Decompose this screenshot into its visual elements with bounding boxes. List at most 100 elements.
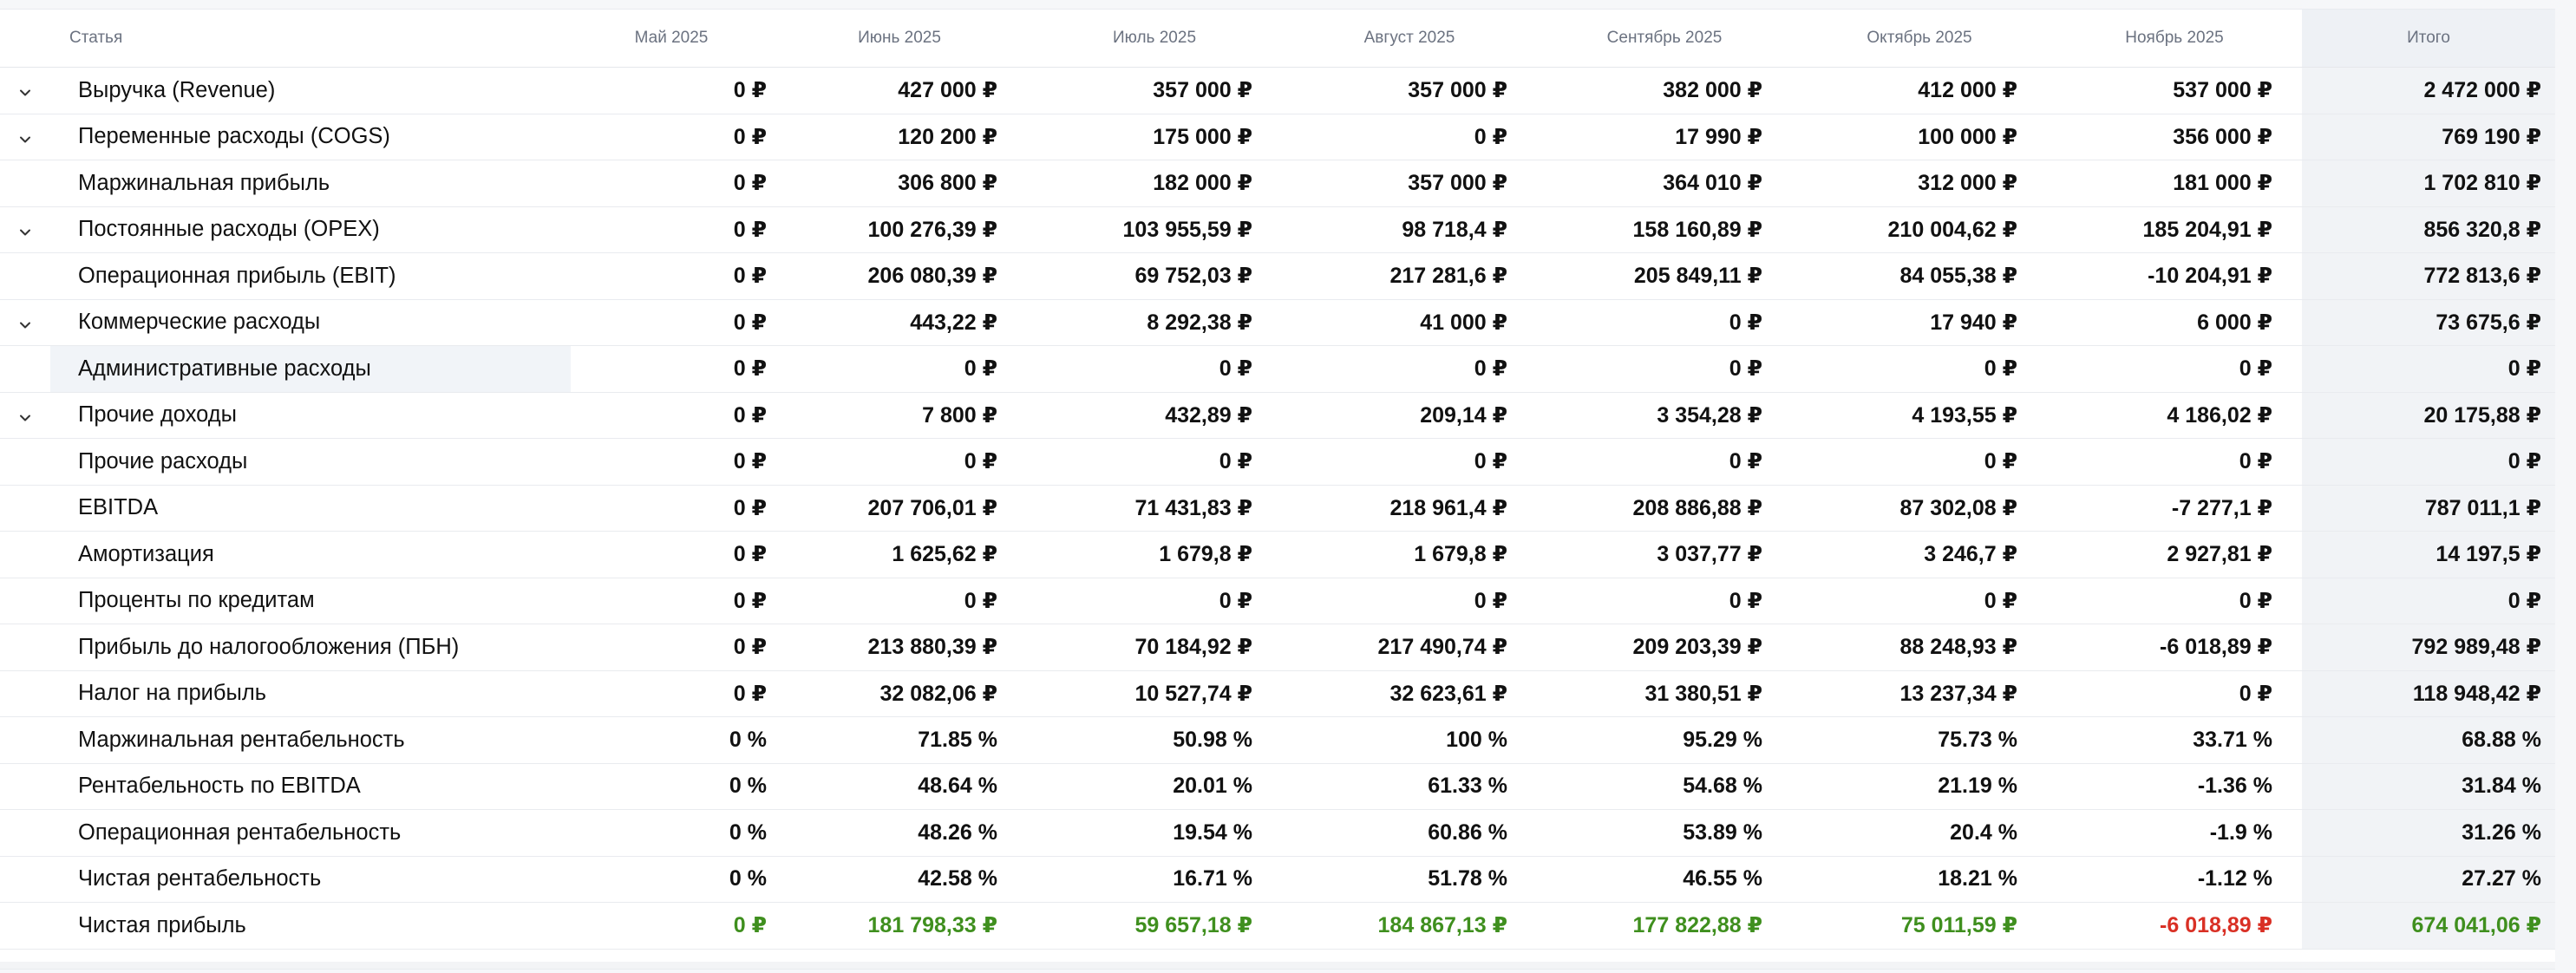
value-cell: 88 248,93 ₽ <box>1792 624 2047 671</box>
value-cell: -6 018,89 ₽ <box>2047 624 2302 671</box>
value-cell: 0 ₽ <box>571 114 772 160</box>
chevron-down-icon[interactable] <box>16 408 34 425</box>
table-row[interactable]: Прибыль до налогообложения (ПБН) 0 ₽213 8… <box>0 624 2555 671</box>
table-row[interactable]: EBITDA 0 ₽207 706,01 ₽71 431,83 ₽218 961,… <box>0 485 2555 532</box>
table-row[interactable]: Переменные расходы (COGS) 0 ₽120 200 ₽175… <box>0 114 2555 160</box>
value-cell: 0 ₽ <box>1792 345 2047 393</box>
value-cell: 1 625,62 ₽ <box>772 531 1027 578</box>
table-row[interactable]: Маржинальная рентабельность 0 % 71.85 % 50.… <box>0 716 2555 764</box>
value-cell: 432,89 ₽ <box>1027 392 1282 439</box>
expand-cell <box>0 438 50 486</box>
value-cell: 2 927,81 ₽ <box>2047 531 2302 578</box>
chevron-down-icon[interactable] <box>16 315 34 332</box>
expand-cell <box>0 763 50 810</box>
value-cell: 0 ₽ <box>772 345 1027 393</box>
table-row[interactable]: Постоянные расходы (OPEX) 0 ₽100 276,39 ₽… <box>0 206 2555 253</box>
value-cell: 100 000 ₽ <box>1792 114 2047 160</box>
table-row[interactable]: Чистая прибыль 0 ₽181 798,33 ₽59 657,18 ₽… <box>0 902 2555 950</box>
table-row[interactable]: Проценты по кредитам 0 ₽0 ₽0 ₽0 ₽0 ₽0 ₽0 … <box>0 578 2555 624</box>
total-cell: 14 197,5 ₽ <box>2302 531 2555 578</box>
chevron-down-icon[interactable] <box>16 222 34 239</box>
column-header-month[interactable]: Август 2025 <box>1282 10 1537 68</box>
row-label: Переменные расходы (COGS) <box>50 114 571 160</box>
value-cell: 19.54 % <box>1027 809 1282 857</box>
value-cell: 185 204,91 ₽ <box>2047 206 2302 253</box>
expand-cell <box>0 716 50 764</box>
value-cell: 42.58 % <box>772 856 1027 903</box>
value-cell: 10 527,74 ₽ <box>1027 670 1282 717</box>
expand-cell[interactable] <box>0 206 50 253</box>
value-cell: 177 822,88 ₽ <box>1537 902 1792 950</box>
column-header-month[interactable]: Июнь 2025 <box>772 10 1027 68</box>
table-row[interactable]: Налог на прибыль 0 ₽32 082,06 ₽10 527,74 … <box>0 670 2555 717</box>
value-cell: 54.68 % <box>1537 763 1792 810</box>
value-cell: 32 623,61 ₽ <box>1282 670 1537 717</box>
chevron-down-icon[interactable] <box>16 129 34 147</box>
column-header-month[interactable]: Октябрь 2025 <box>1792 10 2047 68</box>
expand-cell[interactable] <box>0 67 50 114</box>
value-cell: 3 354,28 ₽ <box>1537 392 1792 439</box>
table-row[interactable]: Административные расходы 0 ₽0 ₽0 ₽0 ₽0 ₽0… <box>0 345 2555 393</box>
total-cell: 769 190 ₽ <box>2302 114 2555 160</box>
table-row[interactable]: Коммерческие расходы 0 ₽443,22 ₽8 292,38 … <box>0 299 2555 346</box>
chevron-down-icon[interactable] <box>16 82 34 100</box>
column-header-article[interactable]: Статья <box>50 10 571 68</box>
column-header-month[interactable]: Ноябрь 2025 <box>2047 10 2302 68</box>
value-cell: 0 ₽ <box>571 206 772 253</box>
value-cell: 3 246,7 ₽ <box>1792 531 2047 578</box>
value-cell: 0 ₽ <box>571 392 772 439</box>
value-cell: 0 ₽ <box>571 578 772 624</box>
expand-cell[interactable] <box>0 114 50 160</box>
total-cell: 792 989,48 ₽ <box>2302 624 2555 671</box>
value-cell: 0 ₽ <box>571 438 772 486</box>
value-cell: 0 ₽ <box>1282 114 1537 160</box>
value-cell: 6 000 ₽ <box>2047 299 2302 346</box>
value-cell: 17 990 ₽ <box>1537 114 1792 160</box>
value-cell: 84 055,38 ₽ <box>1792 252 2047 300</box>
value-cell: 31 380,51 ₽ <box>1537 670 1792 717</box>
table-row[interactable]: Рентабельность по EBITDA 0 % 48.64 % 20.01 … <box>0 763 2555 810</box>
value-cell: 0 % <box>571 856 772 903</box>
value-cell: 100 276,39 ₽ <box>772 206 1027 253</box>
total-cell: 20 175,88 ₽ <box>2302 392 2555 439</box>
row-label: Проценты по кредитам <box>50 578 571 624</box>
value-cell: 75 011,59 ₽ <box>1792 902 2047 950</box>
table-row[interactable]: Амортизация 0 ₽1 625,62 ₽1 679,8 ₽1 679,8… <box>0 531 2555 578</box>
expand-cell <box>0 902 50 950</box>
table-row[interactable]: Операционная прибыль (EBIT) 0 ₽206 080,39… <box>0 252 2555 300</box>
horizontal-scrollbar[interactable] <box>0 962 2555 969</box>
value-cell: 0 ₽ <box>1792 578 2047 624</box>
value-cell: 20.4 % <box>1792 809 2047 857</box>
value-cell: 0 ₽ <box>1282 345 1537 393</box>
expand-cell[interactable] <box>0 299 50 346</box>
value-cell: 537 000 ₽ <box>2047 67 2302 114</box>
table-row[interactable]: Прочие расходы 0 ₽0 ₽0 ₽0 ₽0 ₽0 ₽0 ₽0 ₽ <box>0 438 2555 486</box>
value-cell: 217 490,74 ₽ <box>1282 624 1537 671</box>
table-row[interactable]: Чистая рентабельность 0 % 42.58 % 16.71 % 51… <box>0 856 2555 903</box>
value-cell: 0 ₽ <box>571 531 772 578</box>
table-row[interactable]: Операционная рентабельность 0 % 48.26 % 19.… <box>0 809 2555 857</box>
column-header-total[interactable]: Итого <box>2302 10 2555 68</box>
value-cell: 0 % <box>571 763 772 810</box>
row-label: Административные расходы <box>50 345 571 393</box>
value-cell: 443,22 ₽ <box>772 299 1027 346</box>
row-label: Операционная рентабельность <box>50 809 571 857</box>
table-row[interactable]: Маржинальная прибыль 0 ₽306 800 ₽182 000 … <box>0 160 2555 207</box>
total-cell: 73 675,6 ₽ <box>2302 299 2555 346</box>
value-cell: 364 010 ₽ <box>1537 160 1792 207</box>
expand-cell[interactable] <box>0 392 50 439</box>
column-header-month[interactable]: Май 2025 <box>571 10 772 68</box>
value-cell: 13 237,34 ₽ <box>1792 670 2047 717</box>
table-row[interactable]: Выручка (Revenue) 0 ₽427 000 ₽357 000 ₽35… <box>0 67 2555 114</box>
column-header-month[interactable]: Июль 2025 <box>1027 10 1282 68</box>
table-row[interactable]: Прочие доходы 0 ₽7 800 ₽432,89 ₽209,14 ₽3… <box>0 392 2555 439</box>
value-cell: 60.86 % <box>1282 809 1537 857</box>
value-cell: 0 ₽ <box>772 438 1027 486</box>
value-cell: 98 718,4 ₽ <box>1282 206 1537 253</box>
value-cell: 120 200 ₽ <box>772 114 1027 160</box>
value-cell: 184 867,13 ₽ <box>1282 902 1537 950</box>
row-label: Чистая прибыль <box>50 902 571 950</box>
total-cell: 68.88 % <box>2302 716 2555 764</box>
value-cell: 1 679,8 ₽ <box>1027 531 1282 578</box>
column-header-month[interactable]: Сентябрь 2025 <box>1537 10 1792 68</box>
